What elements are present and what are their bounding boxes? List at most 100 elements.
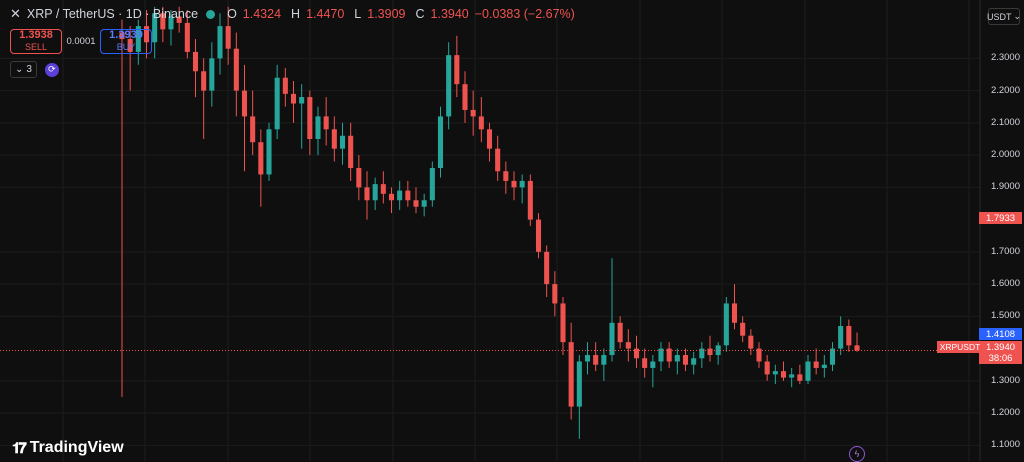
candle-body [486, 129, 493, 149]
candle [568, 322, 574, 420]
candle-body [241, 90, 248, 117]
candle [372, 177, 378, 210]
sell-button[interactable]: 1.3938 SELL [10, 29, 62, 54]
candle-body [315, 116, 321, 139]
candle-body [217, 26, 223, 59]
candle-body [535, 219, 542, 252]
candle-body [282, 77, 288, 94]
price-tick-label: 2.3000 [990, 52, 1020, 64]
candle [535, 213, 542, 259]
tradingview-logo[interactable]: 𝟏𝟕 TradingView [12, 439, 124, 457]
candle [454, 35, 460, 98]
candle-body [568, 342, 574, 407]
candle [331, 116, 337, 162]
candle [241, 64, 248, 172]
symbol-title[interactable]: XRP / TetherUS · 1D · Binance [26, 7, 199, 21]
candle [250, 90, 256, 156]
lightning-icon[interactable]: ϟ [849, 446, 865, 462]
low-label: L [354, 7, 362, 21]
candle-body [372, 184, 378, 201]
open-label: O [227, 7, 237, 21]
candle-body [593, 355, 599, 365]
candle-body [707, 348, 713, 356]
candle-body [348, 135, 354, 169]
close-icon[interactable]: ✕ [10, 6, 21, 21]
price-tick-label: 1.5000 [990, 310, 1020, 322]
candle-body [821, 364, 827, 368]
candle [495, 135, 501, 181]
change-value: −0.0383 (−2.67%) [474, 7, 575, 21]
buy-button[interactable]: 1.3939 BUY [100, 29, 152, 54]
candle-body [323, 116, 329, 130]
candle-body [658, 348, 664, 362]
candle [266, 122, 272, 181]
candle [748, 329, 754, 356]
candle [789, 367, 795, 388]
candle [380, 171, 386, 204]
sync-icon[interactable]: ⟳ [44, 62, 59, 77]
candle-body [143, 26, 150, 43]
candle [486, 122, 493, 162]
candle [658, 342, 664, 372]
indicators-toggle[interactable]: ⌄ 3 [10, 61, 37, 78]
candle [780, 361, 787, 381]
candle [609, 258, 615, 362]
currency-selector[interactable]: USDT ⌄ [986, 8, 1021, 25]
candle-body [772, 371, 778, 375]
candle [437, 106, 444, 178]
spread-value: 0.0001 [66, 36, 96, 47]
candle [323, 97, 329, 146]
candle [519, 174, 525, 204]
candle [217, 13, 223, 75]
candle [552, 271, 558, 317]
price-tick-label: 2.2000 [990, 84, 1020, 96]
candle [772, 364, 778, 385]
candle-body [829, 348, 836, 365]
candle [707, 335, 713, 362]
candle-body [691, 358, 697, 365]
candle-body [421, 200, 427, 207]
candle-body [584, 355, 591, 362]
candle [854, 332, 860, 352]
candle-body [682, 355, 689, 365]
candle-body [127, 39, 133, 52]
candle [674, 348, 680, 375]
candle [356, 155, 362, 201]
candle-body [666, 348, 672, 362]
candle [282, 68, 288, 107]
market-status-dot [206, 9, 216, 19]
high-value: 1.4470 [306, 7, 345, 21]
candle [364, 171, 370, 220]
last-price: 1.3940 [985, 341, 1016, 353]
bid-price-tag: 1.4108 [979, 328, 1022, 340]
candle [593, 342, 599, 372]
candle-body [405, 190, 411, 201]
candle [682, 348, 689, 372]
candle [699, 342, 705, 368]
candle-body [233, 48, 239, 91]
candle [650, 355, 656, 388]
brand-name: TradingView [29, 439, 124, 456]
candle [829, 342, 836, 372]
candle [838, 316, 844, 356]
price-tick-label: 1.9000 [990, 181, 1020, 193]
candle [642, 348, 648, 378]
candle [691, 351, 697, 375]
candle [421, 193, 427, 217]
currency-label: USDT [986, 11, 1012, 22]
candle-body [258, 142, 264, 175]
prev-high-price-tag: 1.7933 [979, 212, 1022, 224]
candle-body [544, 251, 550, 285]
candle [625, 329, 631, 362]
candle [184, 10, 190, 59]
candle-body [674, 355, 680, 362]
sell-label: SELL [24, 42, 48, 52]
candle [764, 355, 770, 381]
candle [168, 10, 174, 46]
candle-body [160, 13, 166, 30]
candle-body [201, 71, 207, 91]
candle [478, 97, 484, 143]
candle-body [740, 322, 746, 336]
candle-body [511, 180, 517, 188]
